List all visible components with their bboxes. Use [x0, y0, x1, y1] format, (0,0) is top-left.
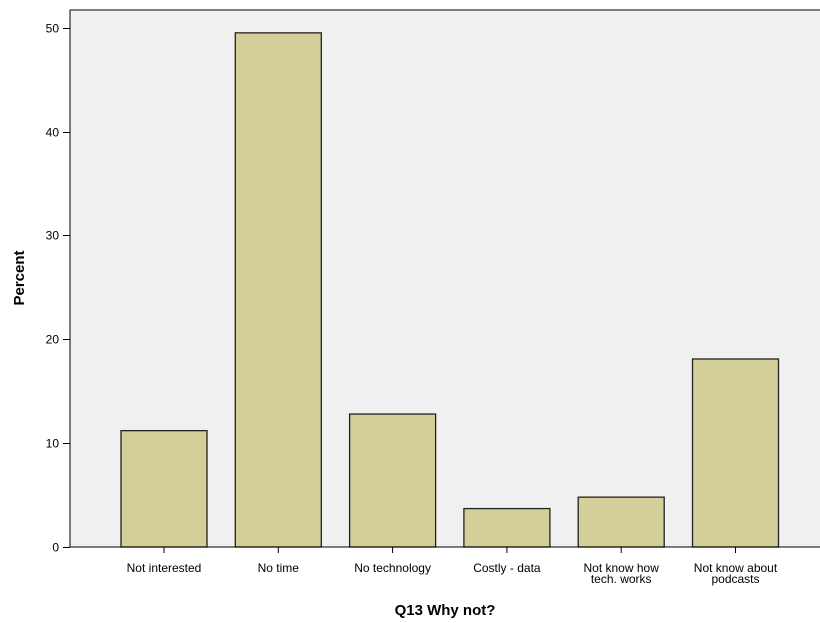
x-tick-label: Not know about podcasts	[694, 561, 778, 586]
bar	[120, 430, 208, 548]
bar	[577, 496, 665, 548]
x-tick-label: Not know how tech. works	[584, 561, 660, 586]
bar	[234, 32, 322, 548]
x-tick-label: No technology	[354, 561, 431, 575]
y-tick-label: 20	[46, 333, 60, 347]
y-axis-title: Percent	[11, 250, 28, 305]
y-tick-label: 30	[46, 229, 60, 243]
y-tick-label: 0	[52, 541, 59, 555]
x-tick-label: No time	[258, 561, 300, 575]
x-tick-label: Not interested	[127, 561, 202, 575]
y-tick-label: 40	[46, 126, 60, 140]
y-axis-ticks: 0 10 20 30 40 50	[46, 22, 70, 555]
bar	[463, 507, 551, 548]
x-axis-ticks: Not interested No time No technology Costly…	[127, 547, 778, 586]
bar	[348, 413, 437, 548]
x-tick-label: Costly - data	[473, 561, 541, 575]
y-tick-label: 50	[46, 22, 60, 36]
y-tick-label: 10	[46, 437, 60, 451]
axes	[69, 9, 820, 548]
x-axis-title: Q13 Why not?	[395, 602, 496, 619]
bars	[120, 32, 780, 548]
bar	[691, 358, 780, 548]
